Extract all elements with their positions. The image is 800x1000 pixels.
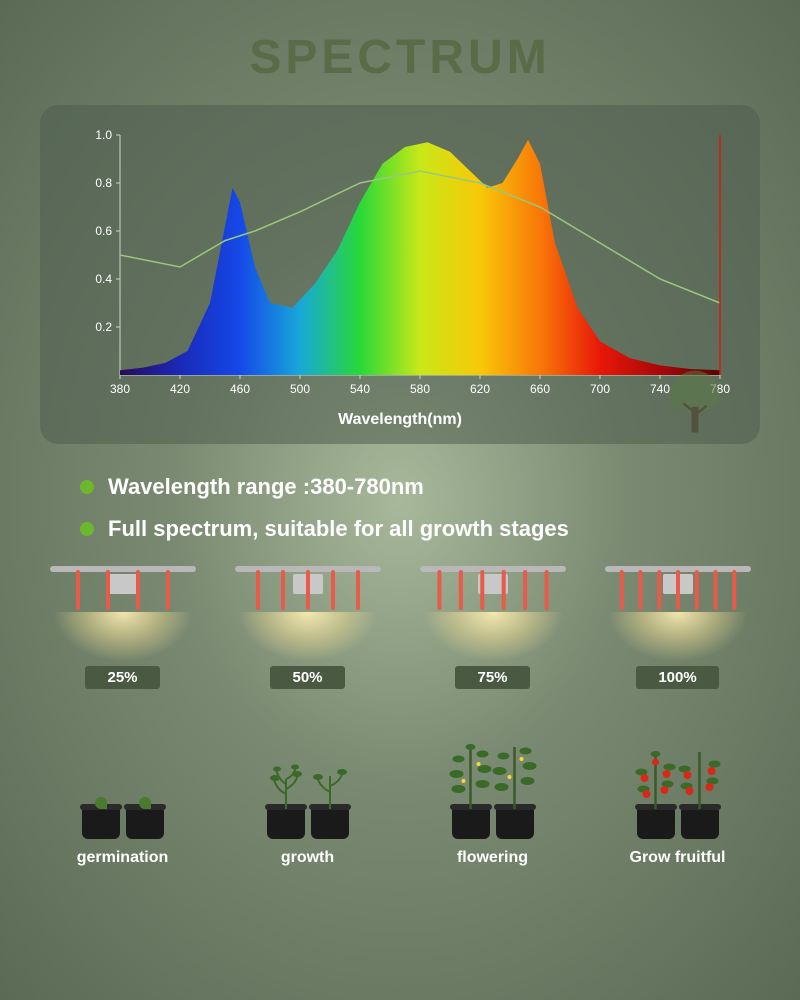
pot-icon <box>267 807 305 839</box>
pot-icon <box>681 807 719 839</box>
svg-text:620: 620 <box>470 382 490 396</box>
pot-icon <box>126 807 164 839</box>
light-glow <box>53 612 193 662</box>
plant-graphic <box>618 749 738 839</box>
light-intensity-item: 25% <box>38 562 208 689</box>
stage-label: germination <box>77 849 169 867</box>
svg-text:0.4: 0.4 <box>95 272 112 286</box>
svg-text:460: 460 <box>230 382 250 396</box>
svg-text:0.6: 0.6 <box>95 224 112 238</box>
growth-stage-item: Grow fruitful <box>593 749 763 867</box>
light-intensity-item: 50% <box>223 562 393 689</box>
bullet-dot-icon <box>80 522 94 536</box>
svg-text:380: 380 <box>110 382 130 396</box>
light-intensity-item: 75% <box>408 562 578 689</box>
intensity-badge: 75% <box>455 666 529 689</box>
stage-label: Grow fruitful <box>630 849 726 867</box>
intensity-badge: 100% <box>636 666 718 689</box>
svg-text:660: 660 <box>530 382 550 396</box>
svg-text:0.2: 0.2 <box>95 320 112 334</box>
svg-text:1.0: 1.0 <box>95 128 112 142</box>
led-fixture-icon <box>48 562 198 617</box>
svg-text:580: 580 <box>410 382 430 396</box>
bullet-text: Wavelength range :380-780nm <box>108 474 424 500</box>
bullet-dot-icon <box>80 480 94 494</box>
light-glow <box>238 612 378 662</box>
stage-label: flowering <box>457 849 528 867</box>
bullet-item: Wavelength range :380-780nm <box>80 474 720 500</box>
svg-text:700: 700 <box>590 382 610 396</box>
led-fixture-icon <box>603 562 753 617</box>
feature-bullets: Wavelength range :380-780nm Full spectru… <box>80 474 720 542</box>
growth-stage-item: germination <box>38 749 208 867</box>
plant-graphic <box>63 749 183 839</box>
spectrum-chart: 0.2 0.4 0.6 0.8 1.0 380 420 460 500 540 580 620 660 7… <box>70 125 730 405</box>
plant-graphic <box>433 749 553 839</box>
bullet-item: Full spectrum, suitable for all growth s… <box>80 516 720 542</box>
plant-graphic <box>248 749 368 839</box>
intensity-badge: 50% <box>270 666 344 689</box>
growth-stage-item: flowering <box>408 749 578 867</box>
bullet-text: Full spectrum, suitable for all growth s… <box>108 516 569 542</box>
pot-icon <box>311 807 349 839</box>
intensity-lights-row: 25% 50% 75% <box>30 562 770 689</box>
led-fixture-icon <box>418 562 568 617</box>
led-fixture-icon <box>233 562 383 617</box>
growth-stage-item: growth <box>223 749 393 867</box>
light-intensity-item: 100% <box>593 562 763 689</box>
growth-stages-row: germination growth flowering <box>30 749 770 867</box>
pot-icon <box>496 807 534 839</box>
x-axis-label: Wavelength(nm) <box>70 411 730 429</box>
spectrum-chart-panel: 0.2 0.4 0.6 0.8 1.0 380 420 460 500 540 580 620 660 7… <box>40 105 760 444</box>
light-glow <box>608 612 748 662</box>
svg-text:0.8: 0.8 <box>95 176 112 190</box>
tree-icon <box>660 366 730 436</box>
pot-icon <box>452 807 490 839</box>
pot-icon <box>82 807 120 839</box>
svg-text:540: 540 <box>350 382 370 396</box>
page-title: SPECTRUM <box>0 0 800 85</box>
intensity-badge: 25% <box>85 666 159 689</box>
pot-icon <box>637 807 675 839</box>
svg-text:500: 500 <box>290 382 310 396</box>
light-glow <box>423 612 563 662</box>
svg-text:420: 420 <box>170 382 190 396</box>
stage-label: growth <box>281 849 334 867</box>
